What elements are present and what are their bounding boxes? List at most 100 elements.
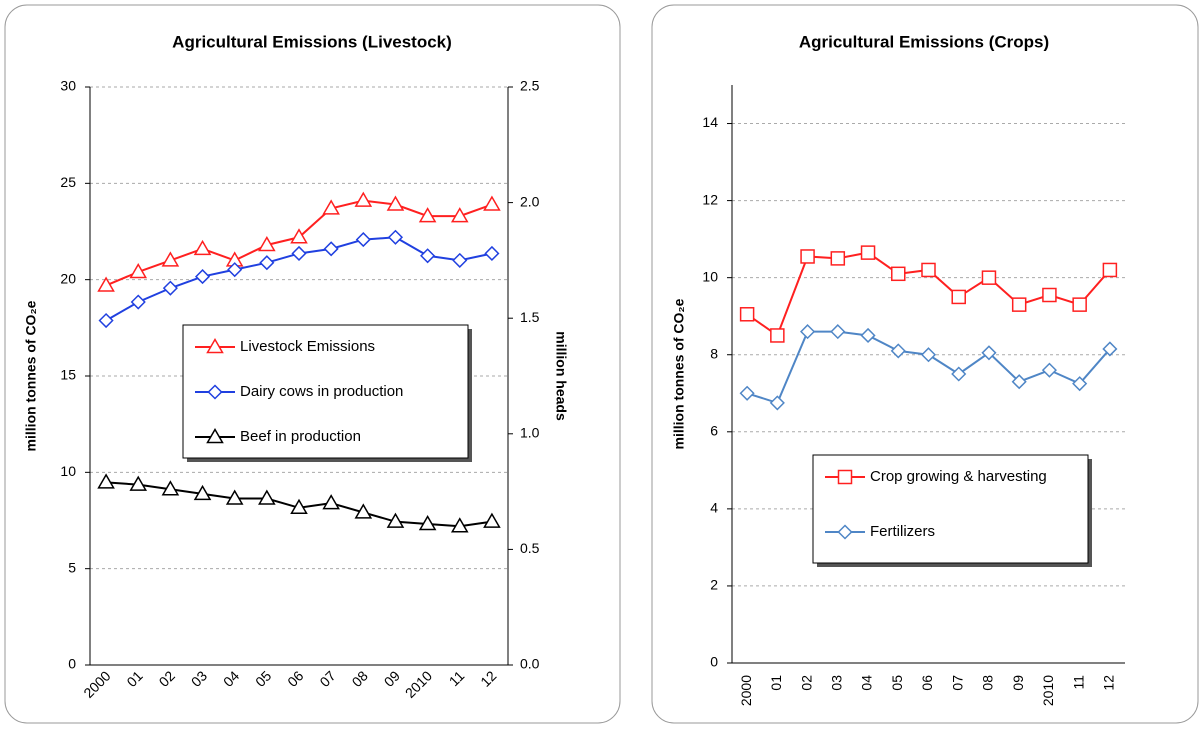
legend-label: Crop growing & harvesting: [870, 468, 1047, 485]
y2-tick-label: 2.5: [520, 78, 540, 94]
marker: [1011, 374, 1027, 390]
chart-title: Agricultural Emissions (Crops): [799, 32, 1049, 51]
x-tick-label: 09: [1010, 675, 1026, 691]
marker: [161, 251, 180, 267]
y-tick-label: 20: [60, 270, 76, 286]
marker: [1072, 297, 1087, 312]
legend-label: Dairy cows in production: [240, 383, 403, 400]
legend-label: Fertilizers: [870, 523, 935, 540]
panel: [651, 4, 1199, 724]
y-axis-label: million tonnes of CO₂e: [671, 298, 687, 449]
marker: [129, 475, 148, 491]
marker: [386, 195, 405, 211]
marker: [860, 327, 876, 344]
y-axis-label: million tonnes of CO₂e: [23, 300, 39, 451]
marker: [450, 517, 469, 533]
marker: [322, 494, 340, 510]
marker: [981, 270, 997, 285]
marker: [387, 229, 404, 245]
marker: [483, 195, 501, 211]
marker: [921, 262, 936, 278]
marker: [770, 328, 785, 343]
x-tick-label: 02: [798, 675, 814, 691]
y-tick-label: 6: [710, 423, 718, 439]
marker: [920, 347, 937, 363]
marker: [258, 489, 276, 505]
marker: [1011, 297, 1027, 312]
marker: [860, 245, 876, 260]
marker: [259, 255, 275, 271]
marker: [951, 366, 967, 382]
x-tick-label: 01: [768, 675, 784, 691]
y-tick-label: 0: [710, 654, 718, 670]
y2-tick-label: 1.0: [520, 425, 540, 441]
marker: [450, 207, 469, 223]
y-tick-label: 4: [710, 500, 718, 516]
marker: [800, 324, 816, 340]
y-tick-label: 14: [702, 114, 718, 130]
marker: [800, 249, 815, 264]
y2-tick-label: 1.5: [520, 309, 540, 325]
y-tick-label: 0: [68, 656, 76, 672]
marker: [225, 489, 244, 505]
marker: [227, 262, 243, 278]
marker: [354, 191, 373, 207]
x-tick-label: 07: [949, 675, 965, 691]
y-tick-label: 2: [710, 577, 718, 593]
marker: [452, 252, 468, 268]
marker: [890, 343, 906, 359]
marker: [290, 498, 308, 515]
x-tick-label: 06: [919, 675, 935, 691]
marker: [193, 239, 212, 256]
marker: [206, 337, 224, 354]
y-tick-label: 10: [702, 268, 718, 284]
marker: [97, 473, 115, 489]
marker: [97, 276, 115, 292]
marker: [193, 484, 212, 501]
marker: [891, 266, 906, 282]
marker: [130, 294, 146, 310]
x-tick-label: 08: [980, 675, 996, 691]
marker: [355, 232, 371, 248]
y2-tick-label: 2.0: [520, 193, 540, 209]
marker: [418, 514, 437, 531]
marker: [981, 345, 997, 361]
marker: [483, 512, 501, 528]
marker: [354, 503, 373, 519]
y2-tick-label: 0.5: [520, 540, 540, 556]
x-tick-label: 2010: [1040, 675, 1056, 706]
legend-label: Livestock Emissions: [240, 338, 375, 355]
x-tick-label: 04: [859, 675, 875, 691]
legend-label: Beef in production: [240, 428, 361, 445]
marker: [739, 307, 755, 322]
marker: [161, 480, 180, 496]
marker: [837, 524, 853, 540]
legend: [812, 454, 1089, 564]
marker: [290, 228, 308, 244]
y-tick-label: 12: [702, 191, 718, 207]
x-tick-label: 2000: [738, 675, 754, 706]
marker: [837, 469, 853, 485]
marker: [484, 245, 500, 262]
marker: [129, 262, 148, 279]
marker: [258, 235, 276, 252]
marker: [1041, 362, 1057, 378]
marker: [322, 199, 340, 215]
marker: [1102, 341, 1118, 357]
marker: [951, 289, 966, 305]
marker: [1102, 262, 1118, 278]
marker: [830, 324, 846, 340]
marker: [830, 251, 846, 266]
marker: [1042, 287, 1057, 303]
y2-axis-label: million heads: [553, 331, 569, 421]
marker: [206, 427, 224, 444]
y-tick-label: 8: [710, 345, 718, 361]
marker: [323, 241, 339, 257]
marker: [739, 385, 755, 401]
x-tick-label: 03: [829, 675, 845, 691]
marker: [1072, 376, 1088, 392]
y-tick-label: 30: [60, 78, 76, 94]
marker: [418, 207, 437, 223]
y-tick-label: 5: [68, 559, 76, 575]
